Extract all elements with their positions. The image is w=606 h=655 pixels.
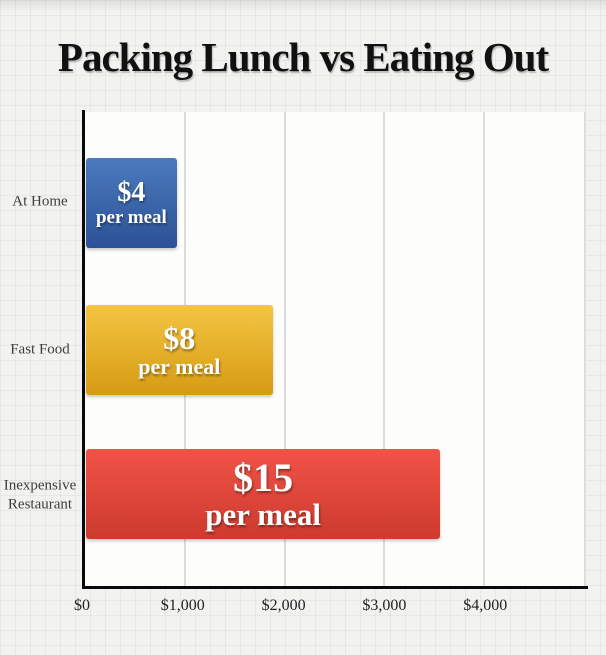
x-axis-tick-label: $0 [74,597,90,614]
y-axis-line [82,110,85,589]
x-axis-tick-label: $3,000 [362,597,407,614]
gridline [383,112,386,586]
category-label: At Home [12,193,68,210]
category-label: Fast Food [10,341,70,358]
bar-unit-label: per meal [138,354,221,380]
x-axis-tick-label: $2,000 [261,597,306,614]
plot-area: $4 per meal $8 per meal $15 per meal [85,112,586,586]
chart-title: Packing Lunch vs Eating Out [57,34,549,80]
bar-amount-label: $4 [117,177,146,209]
bar-inexpensive-restaurant: $15 per meal [86,449,441,539]
bar-unit-label: per meal [205,496,321,532]
bar-amount-label: $15 [233,454,294,500]
bar-unit-label: per meal [95,206,167,228]
x-axis-tick-label: $1,000 [160,597,205,614]
bar-amount-label: $8 [163,319,196,356]
gridline [483,112,486,586]
bar-at-home: $4 per meal [86,158,177,248]
x-axis-tick-label: $4,000 [463,597,508,614]
x-axis-line [82,586,588,589]
bar-fast-food: $8 per meal [86,305,273,395]
category-label: Inexpensive Restaurant [3,477,77,512]
gridline [283,112,286,586]
